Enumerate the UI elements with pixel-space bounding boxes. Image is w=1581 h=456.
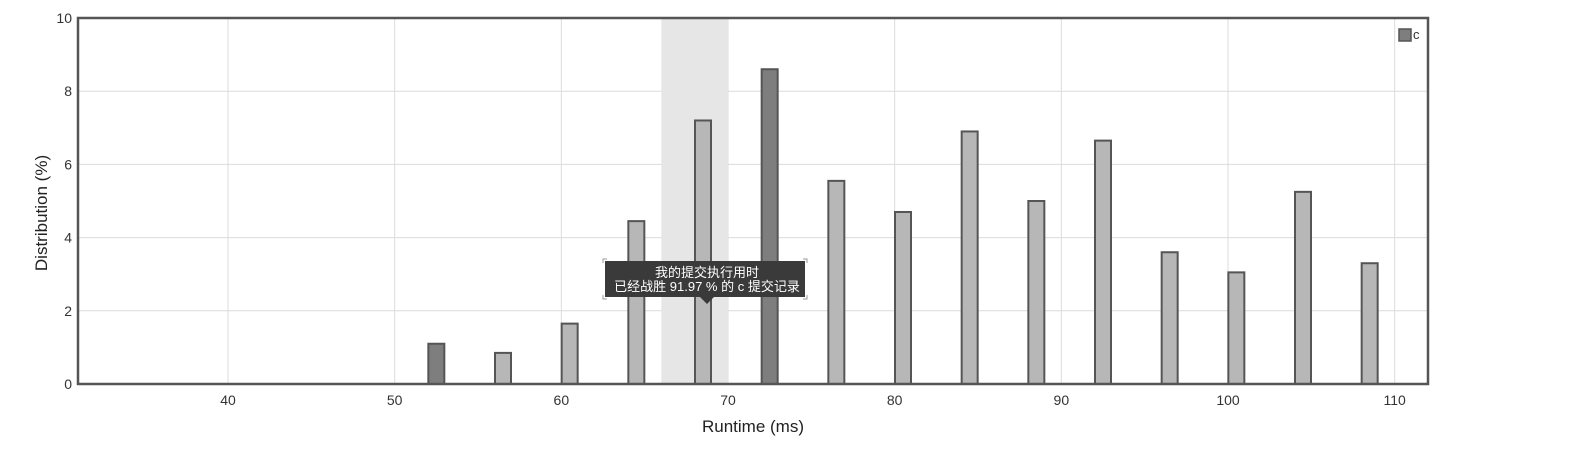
x-tick-label: 40: [220, 392, 236, 408]
tick-label-layer: 40 50 60 70 80 90 100 110 0 2 4 6 8 10: [56, 10, 1406, 408]
x-tick-label: 100: [1216, 392, 1240, 408]
runtime-bar[interactable]: [760, 68, 779, 386]
y-tick-label: 0: [64, 376, 72, 392]
y-tick-label: 10: [56, 10, 72, 26]
runtime-bar[interactable]: [1027, 200, 1046, 385]
x-axis-title: Runtime (ms): [702, 417, 804, 436]
runtime-bar[interactable]: [627, 220, 646, 385]
tooltip-corner-marks: [602, 258, 808, 300]
x-tick-label: 50: [387, 392, 403, 408]
legend-label: c: [1413, 27, 1420, 42]
plot-frame-layer: [76, 16, 1430, 386]
y-tick-label: 2: [64, 303, 72, 319]
runtime-bar[interactable]: [1294, 190, 1312, 385]
runtime-bar[interactable]: [427, 342, 446, 385]
runtime-bar[interactable]: [494, 351, 512, 386]
runtime-bar[interactable]: [1227, 271, 1246, 385]
x-tick-label: 90: [1054, 392, 1070, 408]
runtime-bar[interactable]: [560, 322, 579, 385]
runtime-bar[interactable]: [827, 179, 846, 385]
tooltip-line-1: 我的提交执行用时: [655, 265, 759, 280]
runtime-bar[interactable]: [1094, 139, 1112, 385]
x-tick-label: 110: [1384, 392, 1407, 408]
x-tick-label: 80: [887, 392, 903, 408]
x-tick-label: 70: [720, 392, 736, 408]
runtime-bar[interactable]: [694, 119, 712, 385]
plot-frame: [76, 16, 1430, 386]
y-tick-label: 8: [64, 83, 72, 99]
legend: c: [1398, 27, 1420, 42]
y-tick-label: 4: [64, 230, 72, 246]
tooltip-box: [605, 261, 805, 297]
legend-swatch: [1398, 28, 1412, 42]
runtime-bar[interactable]: [1160, 251, 1179, 385]
tooltip-line-2: 已经战胜 91.97 % 的 c 提交记录: [614, 279, 800, 294]
runtime-bar[interactable]: [1360, 262, 1379, 385]
runtime-tooltip: 我的提交执行用时 已经战胜 91.97 % 的 c 提交记录: [602, 258, 808, 304]
bar-layer: [427, 68, 1379, 386]
grid-layer: [78, 17, 1428, 385]
x-tick-label: 60: [554, 392, 570, 408]
y-tick-label: 6: [64, 156, 72, 172]
runtime-bar[interactable]: [894, 210, 912, 385]
tooltip-pointer: [700, 297, 714, 304]
y-axis-title: Distribution (%): [32, 155, 51, 271]
runtime-bar[interactable]: [960, 130, 979, 385]
